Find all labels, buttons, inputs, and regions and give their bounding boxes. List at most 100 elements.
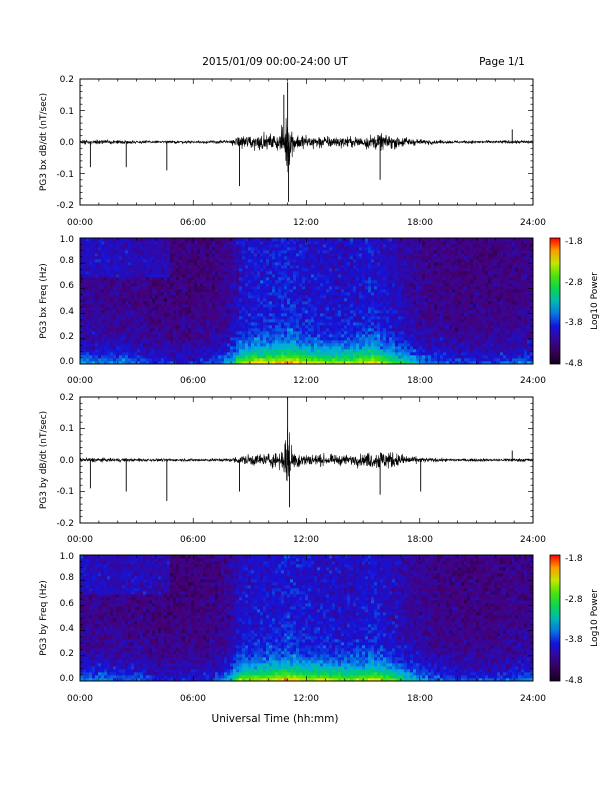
spectrogram-cell [206,259,210,263]
spectrogram-cell [152,283,156,287]
spectrogram-cell [395,325,399,329]
spectrogram-cell [89,274,93,278]
spectrogram-cell [164,319,168,323]
spectrogram-cell [83,355,87,359]
spectrogram-cell [188,346,192,350]
spectrogram-cell [170,358,174,362]
spectrogram-cell [278,259,282,263]
spectrogram-cell [395,355,399,359]
spectrogram-cell [338,334,342,338]
spectrogram-cell [365,268,369,272]
spectrogram-cell [383,307,387,311]
spectrogram-cell [344,346,348,350]
spectrogram-cell [293,265,297,269]
spectrogram-cell [134,259,138,263]
spectrogram-cell [128,313,132,317]
spectrogram-cell [149,337,153,341]
spectrogram-cell [203,349,207,353]
spectrogram-cell [125,352,129,356]
spectrogram-cell [122,313,126,317]
spectrogram-cell [104,244,108,248]
spectrogram-cell [395,265,399,269]
spectrogram-cell [170,238,174,242]
spectrogram-cell [167,337,171,341]
spectrogram-cell [368,325,372,329]
spectrogram-cell [116,313,120,317]
spectrogram-cell [272,274,276,278]
spectrogram-cell [323,286,327,290]
spectrogram-cell [173,277,177,281]
spectrogram-cell [317,349,321,353]
spectrogram-cell [269,304,273,308]
spectrogram-cell [239,244,243,248]
spectrogram-cell [131,304,135,308]
spectrogram-cell [149,361,153,365]
spectrogram-cell [113,250,117,254]
spectrogram-cell [353,298,357,302]
spectrogram-cell [227,265,231,269]
spectrogram-cell [185,334,189,338]
spectrogram-cell [368,340,372,344]
spectrogram-cell [125,292,129,296]
spectrogram-cell [191,349,195,353]
spectrogram-cell [182,295,186,299]
spectrogram-cell [326,349,330,353]
spectrogram-cell [128,304,132,308]
spectrogram-cell [377,325,381,329]
spectrogram-cell [242,256,246,260]
spectrogram-cell [287,292,291,296]
spectrogram-cell [119,310,123,314]
spectrogram-cell [377,361,381,365]
spectrogram-cell [143,316,147,320]
spectrogram-cell [167,334,171,338]
spectrogram-cell [116,277,120,281]
spectrogram-cell [317,358,321,362]
spectrogram-cell [206,268,210,272]
spectrogram-cell [86,283,90,287]
spectrogram-cell [182,361,186,365]
spectrogram-cell [140,274,144,278]
spectrogram-cell [209,241,213,245]
spectrogram-cell [194,280,198,284]
spectrogram-cell [299,346,303,350]
spectrogram-cell [230,280,234,284]
spectrogram-cell [389,358,393,362]
spectrogram-cell [365,325,369,329]
y-tick-label: 0.2 [60,75,74,85]
spectrogram-cell [296,253,300,257]
spectrogram-cell [314,298,318,302]
spectrogram-cell [191,271,195,275]
spectrogram-cell [254,304,258,308]
spectrogram-cell [101,283,105,287]
spectrogram-cell [305,247,309,251]
spectrogram-cell [86,244,90,248]
spectrogram-cell [179,259,183,263]
spectrogram-cell [269,298,273,302]
spectrogram-cell [227,238,231,242]
spectrogram-cell [122,295,126,299]
spectrogram-cell [164,283,168,287]
spectrogram-cell [284,256,288,260]
spectrogram-cell [101,307,105,311]
spectrogram-cell [107,319,111,323]
spectrogram-cell [89,286,93,290]
spectrogram-cell [191,331,195,335]
spectrogram-cell [224,268,228,272]
spectrogram-cell [386,265,390,269]
spectrogram-cell [311,322,315,326]
spectrogram-cell [134,271,138,275]
spectrogram-cell [374,277,378,281]
spectrogram-cell [368,358,372,362]
spectrogram-cell [329,337,333,341]
spectrogram-cell [230,247,234,251]
spectrogram-cell [86,292,90,296]
spectrogram-cell [197,304,201,308]
spectrogram-cell [266,307,270,311]
spectrogram-cell [221,253,225,257]
spectrogram-cell [290,361,294,365]
spectrogram-cell [401,328,405,332]
spectrogram-cell [377,298,381,302]
spectrogram-cell [173,334,177,338]
spectrogram-cell [92,241,96,245]
spectrogram-cell [278,295,282,299]
